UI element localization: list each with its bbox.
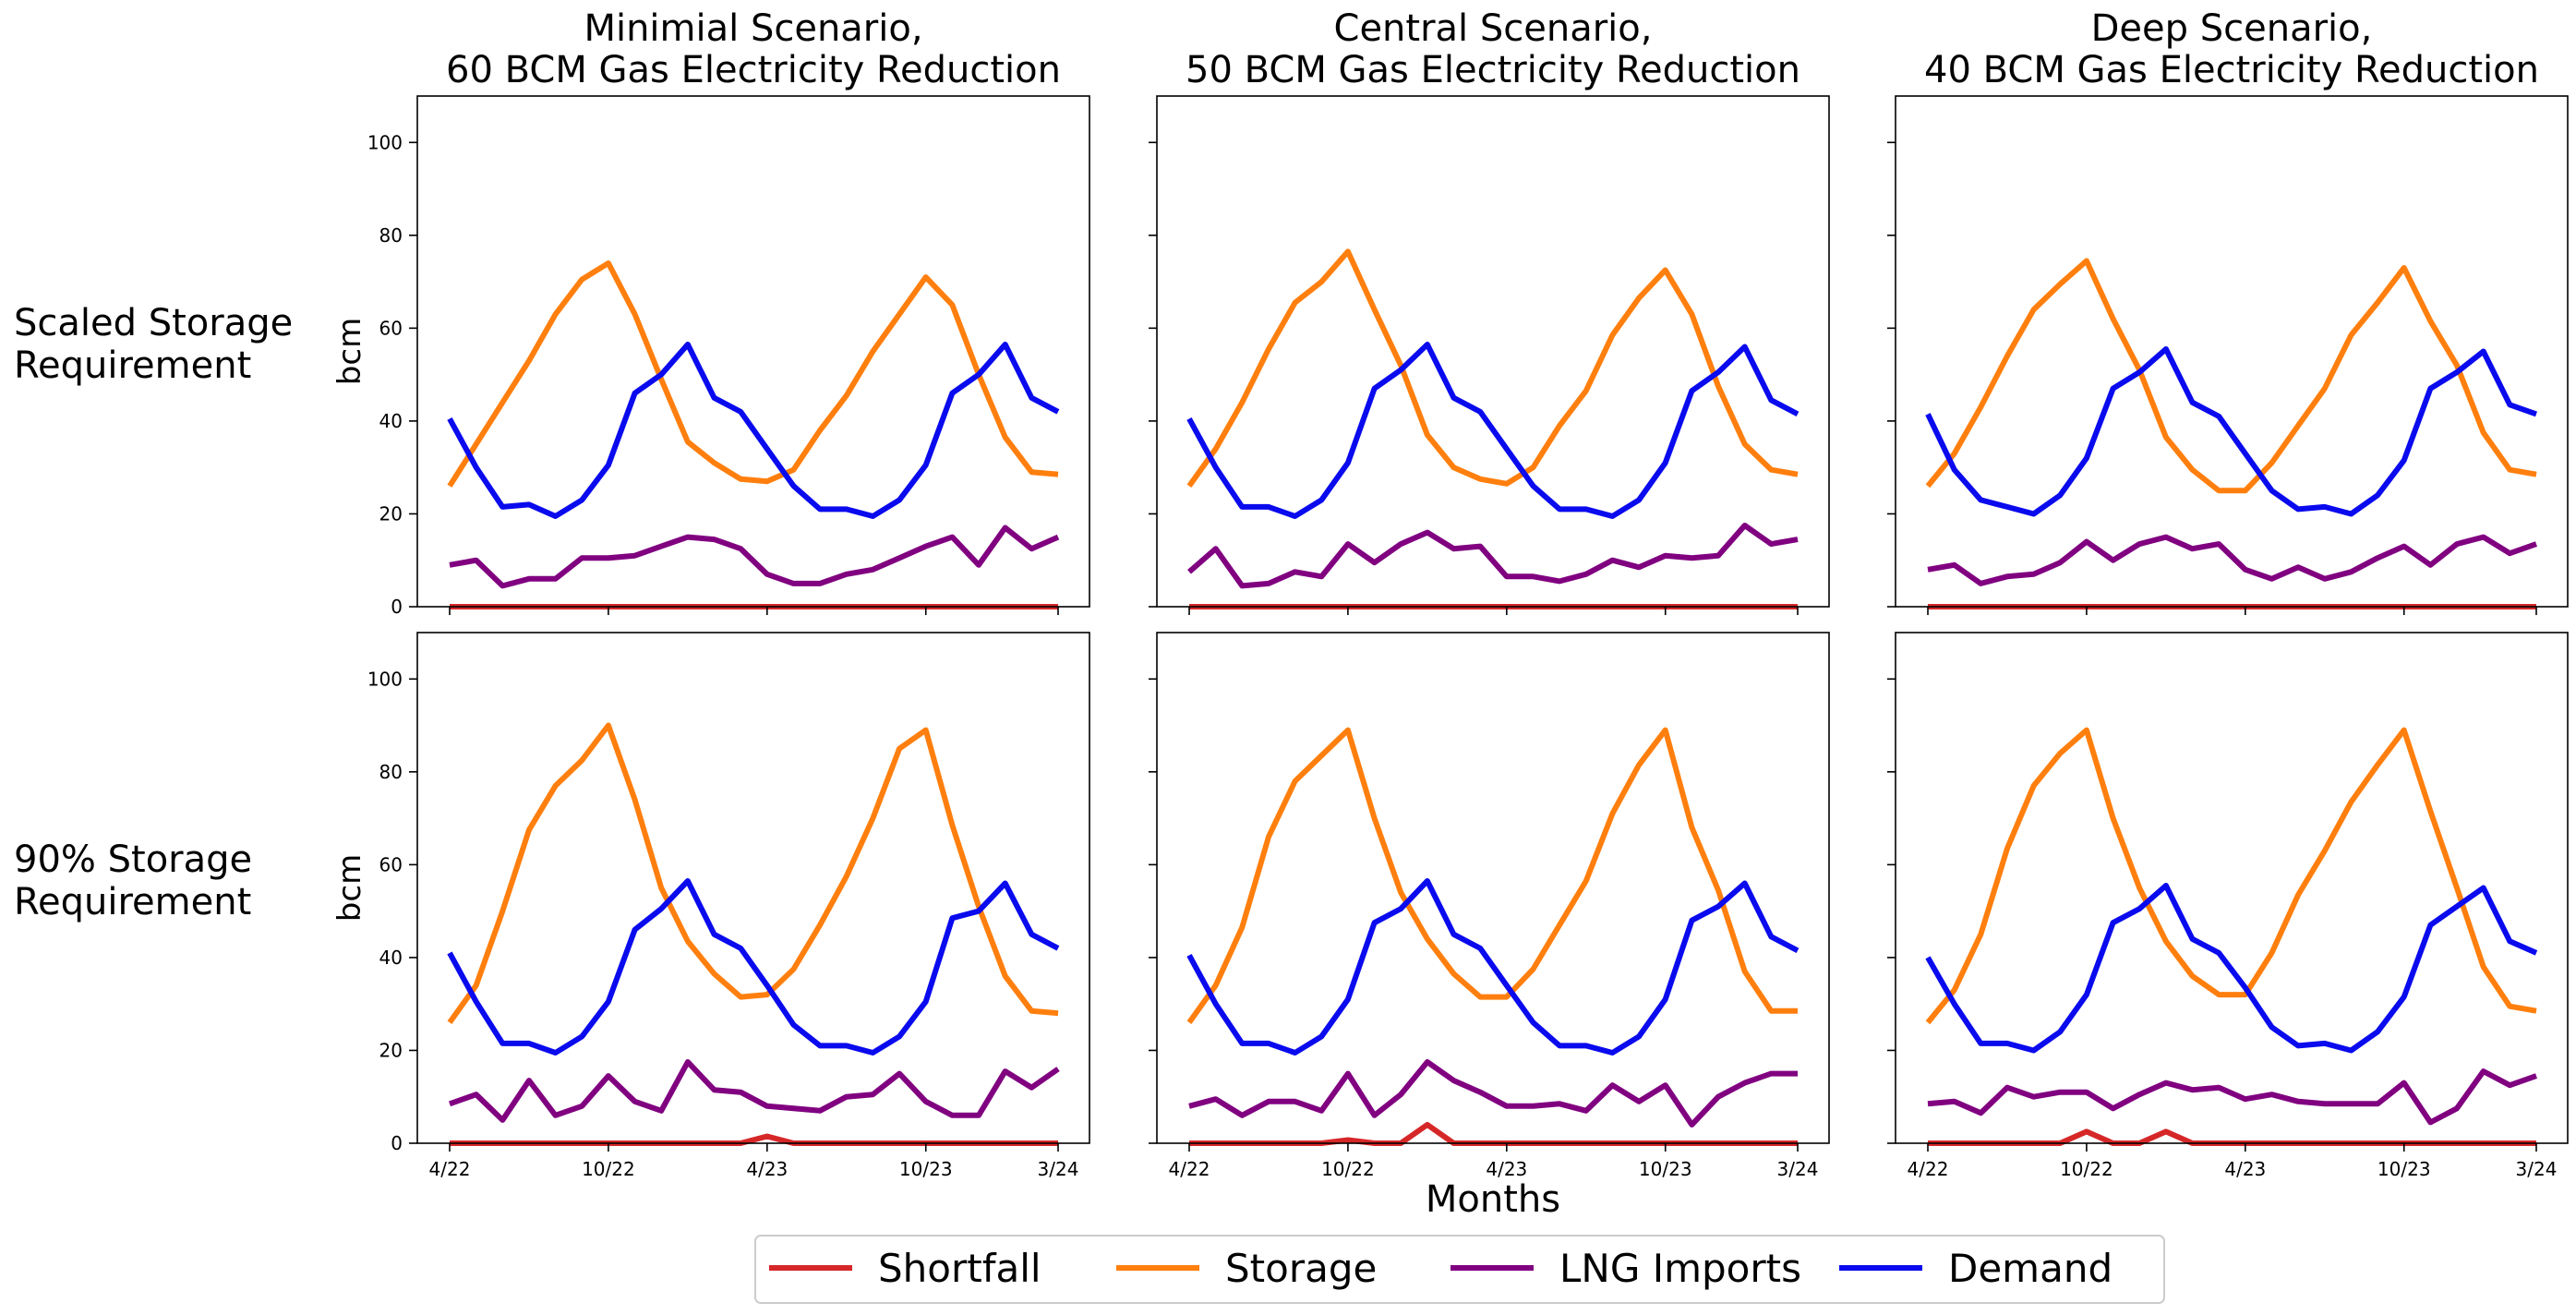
- x-tick-label: 10/23: [1639, 1158, 1692, 1180]
- panel-r1-c1: 0 20 40 60 80 100 bcm: [331, 95, 1090, 618]
- y-tick-label: 20: [379, 1039, 403, 1061]
- x-tick-label: 4/23: [2224, 1158, 2266, 1180]
- panel-r2-c2: 4/22 10/22 4/23 10/23 3/24: [1149, 632, 1830, 1180]
- panel-title: 40 BCM Gas Electricity Reduction: [1924, 49, 2539, 91]
- plot-frame: [1895, 95, 2569, 608]
- panel-title: Minimial Scenario,: [584, 7, 922, 50]
- panel-title: 50 BCM Gas Electricity Reduction: [1186, 49, 1800, 91]
- y-tick-label: 60: [379, 853, 403, 875]
- x-axis-label: Months: [1426, 1178, 1560, 1221]
- y-tick-label: 80: [379, 224, 403, 247]
- y-tick-label: 80: [379, 761, 403, 783]
- series-line-lng-imports: [1927, 1068, 2537, 1126]
- legend-label-lng-imports: LNG Imports: [1559, 1246, 1801, 1291]
- series-line-lng-imports: [1187, 523, 1799, 589]
- series-line-lng-imports: [1188, 1059, 1798, 1128]
- series-line-demand: [1925, 346, 2537, 517]
- panel-title: 60 BCM Gas Electricity Reduction: [446, 49, 1061, 91]
- row-label: Requirement: [14, 881, 251, 923]
- x-tick-label: 3/24: [1777, 1158, 1819, 1180]
- series-line-demand: [1186, 878, 1800, 1056]
- series-line-storage: [447, 260, 1059, 488]
- y-tick-label: 0: [391, 596, 403, 618]
- y-tick-label: 40: [379, 410, 403, 432]
- series-line-storage: [1186, 248, 1799, 489]
- panel-r1-c3: [1887, 95, 2569, 615]
- series-line-lng-imports: [1927, 534, 2537, 586]
- x-tick-label: 10/23: [2377, 1158, 2431, 1180]
- series-line-shortfall: [1928, 1128, 2536, 1146]
- x-tick-label: 10/22: [582, 1158, 635, 1180]
- legend-label-demand: Demand: [1948, 1246, 2113, 1291]
- plot-frame: [1156, 632, 1830, 1144]
- series-line-lng-imports: [449, 1059, 1060, 1123]
- x-tick-label: 10/22: [2060, 1158, 2113, 1180]
- panel-title: Central Scenario,: [1334, 7, 1653, 50]
- row-label: Scaled Storage: [14, 302, 293, 344]
- x-tick-label: 10/23: [899, 1158, 953, 1180]
- x-tick-label: 4/22: [1169, 1158, 1210, 1180]
- plot-frame: [1895, 632, 2569, 1144]
- plot-frame: [416, 95, 1090, 608]
- series-line-storage: [1186, 727, 1798, 1025]
- plot-frame: [416, 632, 1090, 1144]
- x-tick-label: 10/22: [1321, 1158, 1375, 1180]
- plot-frame: [1156, 95, 1830, 608]
- y-axis-label: bcm: [331, 318, 368, 385]
- panel-r2-c1: 0 20 40 60 80 100 4/22 10/22 4/23 10/23 3/24 bcm: [331, 632, 1090, 1180]
- legend-label-storage: Storage: [1225, 1246, 1377, 1291]
- row-label: Requirement: [14, 344, 251, 387]
- series-line-storage: [447, 722, 1059, 1025]
- x-tick-label: 4/22: [429, 1158, 471, 1180]
- series-line-demand: [447, 342, 1060, 519]
- y-tick-label: 60: [379, 317, 403, 339]
- y-tick-label: 0: [391, 1132, 403, 1154]
- y-tick-label: 100: [367, 131, 403, 153]
- row-label: 90% Storage: [14, 838, 252, 881]
- panel-title: Deep Scenario,: [2091, 7, 2373, 50]
- y-tick-label: 40: [379, 947, 403, 969]
- y-tick-label: 100: [367, 668, 403, 690]
- legend: Shortfall Storage LNG Imports Demand: [754, 1235, 2165, 1304]
- x-tick-label: 4/23: [746, 1158, 788, 1180]
- panel-r2-c3: 4/22 10/22 4/23 10/23 3/24: [1887, 632, 2569, 1180]
- series-line-lng-imports: [449, 525, 1060, 589]
- series-line-shortfall: [450, 1133, 1058, 1146]
- series-line-storage: [1925, 727, 2537, 1025]
- x-tick-label: 3/24: [2516, 1158, 2558, 1180]
- legend-label-shortfall: Shortfall: [878, 1246, 1041, 1291]
- x-tick-label: 3/24: [1038, 1158, 1079, 1180]
- series-line-demand: [1186, 342, 1800, 519]
- x-tick-label: 4/23: [1486, 1158, 1527, 1180]
- x-tick-label: 4/22: [1908, 1158, 1949, 1180]
- y-axis-label: bcm: [331, 854, 368, 922]
- series-line-storage: [1925, 258, 2537, 494]
- panel-r1-c2: [1149, 95, 1830, 615]
- y-tick-label: 20: [379, 502, 403, 525]
- series-line-shortfall: [1189, 1121, 1798, 1146]
- series-line-demand: [1925, 883, 2538, 1054]
- series-line-demand: [447, 878, 1060, 1056]
